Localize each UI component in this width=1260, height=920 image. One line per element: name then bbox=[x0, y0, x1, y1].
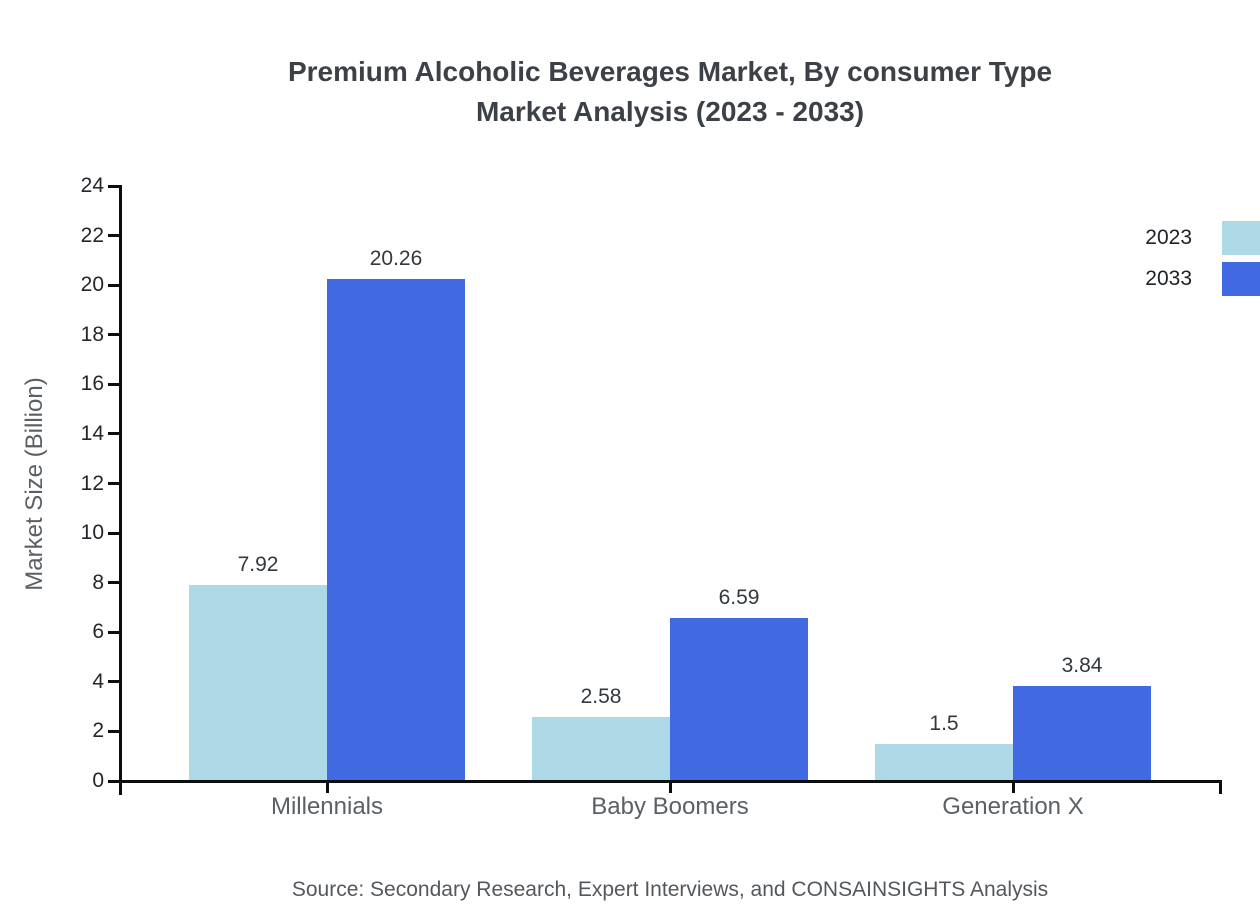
y-tick-label-22: 22 bbox=[80, 223, 104, 247]
y-tick-label-10: 10 bbox=[80, 521, 104, 545]
x-tick-generation-x bbox=[1011, 780, 1015, 793]
bar-2033-millennials bbox=[327, 278, 465, 781]
bar-2033-baby-boomers bbox=[670, 617, 808, 781]
chart-title-line1: Premium Alcoholic Beverages Market, By c… bbox=[287, 56, 1053, 87]
source-note: Source: Secondary Research, Expert Inter… bbox=[291, 878, 1049, 901]
y-tick-label-6: 6 bbox=[92, 620, 104, 644]
bar-value-2033-baby-boomers: 6.59 bbox=[718, 585, 760, 609]
y-tick-10 bbox=[108, 531, 119, 535]
bar-2023-baby-boomers bbox=[532, 717, 670, 781]
bar-value-2033-millennials: 20.26 bbox=[369, 246, 423, 270]
y-axis-line bbox=[119, 185, 122, 795]
chart-title-line2: Market Analysis (2023 - 2033) bbox=[475, 96, 865, 127]
bar-2033-generation-x bbox=[1013, 685, 1151, 781]
y-tick-label-8: 8 bbox=[92, 570, 104, 594]
x-tick-millennials bbox=[325, 780, 329, 793]
y-tick-8 bbox=[108, 581, 119, 585]
legend-item-2033: 2033 bbox=[1145, 262, 1260, 296]
y-tick-20 bbox=[108, 283, 119, 287]
y-tick-22 bbox=[108, 234, 119, 238]
bar-value-2023-generation-x: 1.5 bbox=[929, 711, 959, 735]
x-category-label-generation-x: Generation X bbox=[942, 793, 1084, 820]
y-tick-label-2: 2 bbox=[92, 719, 104, 743]
y-tick-0 bbox=[108, 779, 119, 783]
y-tick-label-24: 24 bbox=[80, 174, 104, 197]
y-tick-24 bbox=[108, 184, 119, 188]
x-axis-end-tick bbox=[1219, 780, 1222, 794]
y-tick-label-4: 4 bbox=[92, 669, 104, 693]
x-category-label-baby-boomers: Baby Boomers bbox=[591, 793, 749, 820]
legend: 2023 2033 bbox=[1145, 221, 1260, 296]
legend-item-2023: 2023 bbox=[1145, 221, 1260, 255]
y-tick-label-20: 20 bbox=[80, 273, 104, 297]
bar-2023-generation-x bbox=[875, 743, 1013, 781]
y-tick-4 bbox=[108, 680, 119, 684]
bar-value-2033-generation-x: 3.84 bbox=[1061, 653, 1103, 677]
y-tick-label-0: 0 bbox=[92, 769, 104, 792]
bar-value-2023-millennials: 7.92 bbox=[237, 552, 279, 576]
y-tick-label-16: 16 bbox=[80, 372, 104, 396]
chart-title: Premium Alcoholic Beverages Market, By c… bbox=[170, 52, 1170, 132]
bar-2023-millennials bbox=[189, 584, 327, 781]
y-tick-label-12: 12 bbox=[80, 471, 104, 495]
legend-label-2023: 2023 bbox=[1145, 226, 1192, 249]
bar-value-2023-baby-boomers: 2.58 bbox=[580, 685, 622, 709]
y-tick-6 bbox=[108, 630, 119, 634]
y-tick-14 bbox=[108, 432, 119, 436]
y-tick-2 bbox=[108, 729, 119, 733]
x-tick-baby-boomers bbox=[668, 780, 672, 793]
legend-swatch-2023 bbox=[1222, 221, 1260, 255]
y-tick-18 bbox=[108, 333, 119, 337]
y-tick-label-18: 18 bbox=[80, 322, 104, 346]
y-tick-label-14: 14 bbox=[80, 421, 104, 445]
y-tick-12 bbox=[108, 482, 119, 485]
x-category-label-millennials: Millennials bbox=[270, 793, 384, 820]
y-tick-16 bbox=[108, 382, 119, 386]
legend-swatch-2033 bbox=[1222, 262, 1260, 296]
legend-label-2033: 2033 bbox=[1145, 267, 1192, 290]
